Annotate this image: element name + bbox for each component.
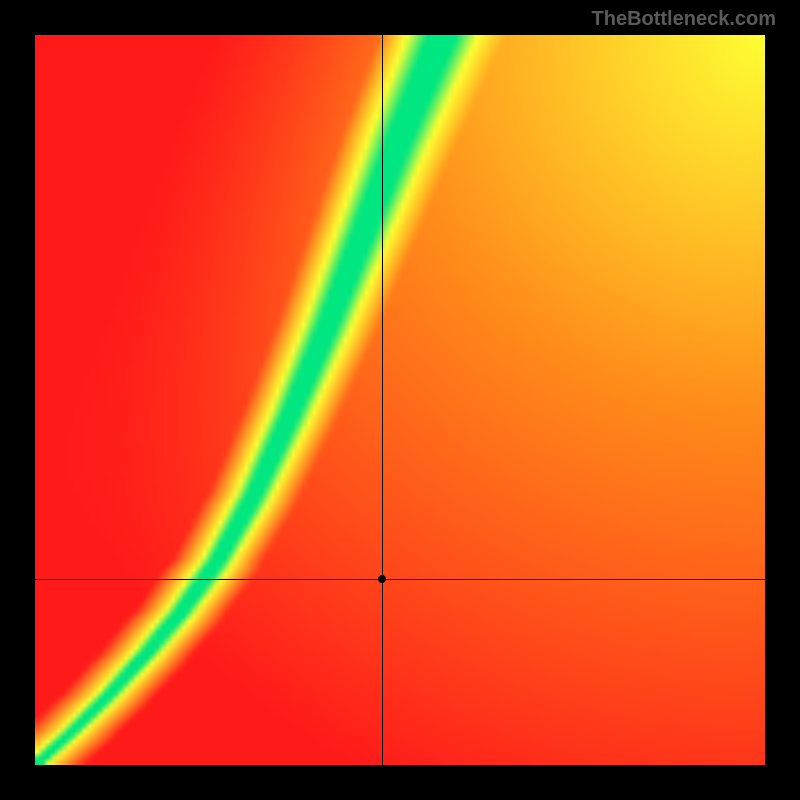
watermark-text: TheBottleneck.com [592, 8, 776, 31]
crosshair-horizontal [35, 579, 765, 580]
heatmap-canvas [35, 35, 765, 765]
marker-dot [378, 575, 386, 583]
crosshair-vertical [382, 35, 383, 765]
plot-area [35, 35, 765, 765]
